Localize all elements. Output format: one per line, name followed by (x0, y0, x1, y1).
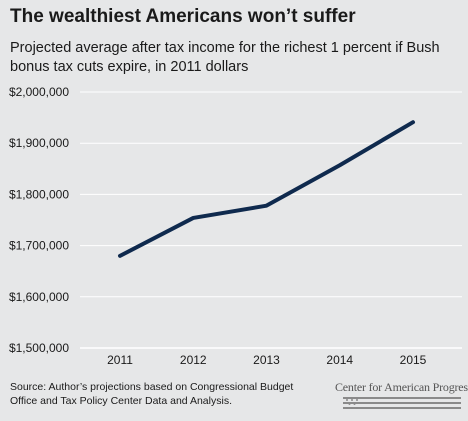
x-tick-label: 2014 (326, 353, 353, 367)
y-tick-label: $2,000,000 (9, 85, 69, 99)
y-tick-label: $1,500,000 (9, 341, 69, 355)
logo-text: Center for American Progress (335, 380, 468, 394)
y-tick-label: $1,800,000 (9, 187, 69, 201)
center-for-american-progress-logo: Center for American Progress (335, 380, 468, 416)
line-chart: $1,500,000 $1,600,000 $1,700,000 $1,800,000… (9, 85, 462, 367)
y-tick-label: $1,900,000 (9, 136, 69, 150)
x-tick-label: 2012 (180, 353, 207, 367)
series (118, 120, 415, 258)
chart-title: The wealthiest Americans won’t suffer (10, 6, 356, 27)
y-tick-label: $1,600,000 (9, 290, 69, 304)
y-tick-label: $1,700,000 (9, 239, 69, 253)
x-tick-label: 2011 (107, 353, 133, 367)
series-line (118, 120, 415, 258)
y-axis-tick-labels: $1,500,000 $1,600,000 $1,700,000 $1,800,000… (9, 85, 69, 355)
source-note: Source: Author’s projections based on Co… (10, 381, 294, 407)
chart-subtitle: Projected average after tax income for t… (10, 40, 440, 75)
x-tick-label: 2015 (400, 353, 427, 367)
gridlines (80, 91, 462, 349)
x-tick-label: 2013 (253, 353, 280, 367)
x-axis-tick-labels: 2011 2012 2013 2014 2015 (107, 353, 427, 367)
flag-stripes-icon (343, 397, 461, 409)
